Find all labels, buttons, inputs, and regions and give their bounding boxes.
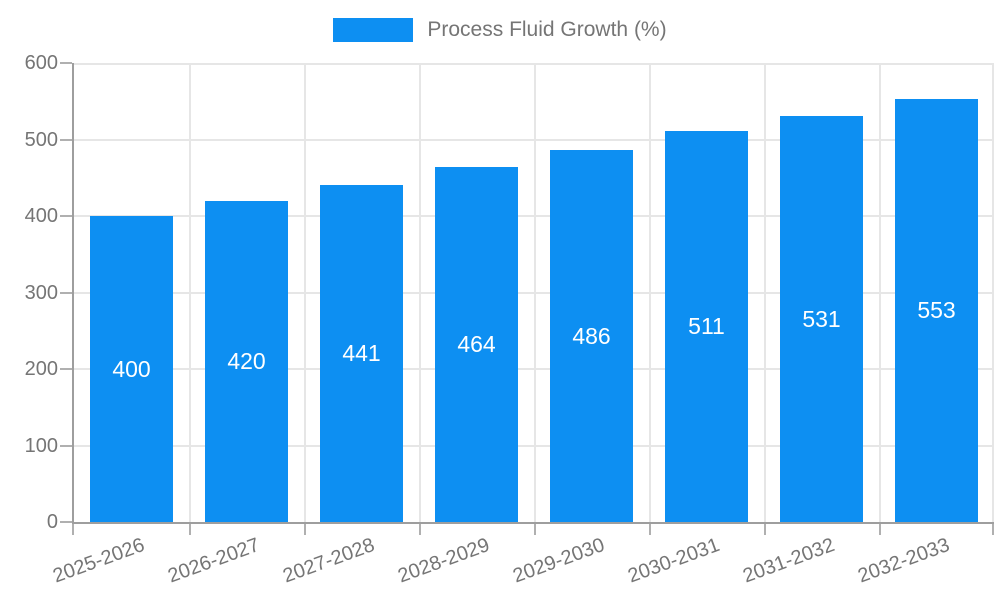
x-axis-tick [879,524,881,535]
legend-label: Process Fluid Growth (%) [427,18,667,41]
bar[interactable]: 464 [435,167,518,522]
y-axis-tick [60,139,72,141]
bar[interactable]: 531 [780,116,863,522]
y-axis-tick [60,215,72,217]
x-gridline [189,63,191,522]
y-axis-label: 200 [24,358,58,380]
legend-swatch [333,18,414,42]
bar-value-label: 464 [457,331,496,357]
x-axis-tick [72,524,74,535]
y-axis-label: 500 [24,129,58,151]
bar[interactable]: 400 [90,216,173,522]
bar-value-label: 553 [917,297,956,323]
x-gridline [992,63,994,522]
y-axis-tick [60,62,72,64]
y-axis-label: 600 [24,52,58,74]
x-axis-tick [649,524,651,535]
x-axis-tick [764,524,766,535]
plot-area: 0 100 200 300 400 500 600 400 2025-2026 420 2026-2… [25,52,994,587]
bar-value-label: 400 [112,355,151,382]
x-gridline [879,63,881,522]
y-axis-tick [60,368,72,370]
y-axis-tick [60,292,72,294]
chart-legend[interactable]: Process Fluid Growth (%) [0,14,1000,46]
bar[interactable]: 486 [550,150,633,522]
bar-value-label: 420 [227,348,266,374]
x-axis-tick [419,524,421,535]
y-axis-label: 100 [24,435,58,457]
bar-value-label: 486 [572,322,611,349]
x-gridline [304,63,306,522]
bar[interactable]: 511 [665,131,748,522]
x-gridline [534,63,536,522]
x-axis-tick [189,524,191,535]
y-axis-label: 400 [24,205,58,227]
bar-value-label: 511 [688,313,725,339]
x-gridline [764,63,766,522]
y-axis-tick [60,521,72,523]
x-axis-tick [304,524,306,535]
y-axis-tick [60,445,72,447]
x-gridline [419,63,421,522]
y-axis-label: 0 [46,511,58,533]
bar-value-label: 441 [342,340,381,366]
bar[interactable]: 553 [895,99,978,522]
bar[interactable]: 420 [205,201,288,522]
bar[interactable]: 441 [320,185,403,522]
y-axis-label: 300 [24,282,58,304]
x-gridline [649,63,651,522]
x-axis-tick [992,524,994,535]
bar-value-label: 531 [802,305,841,332]
x-axis-tick [534,524,536,535]
